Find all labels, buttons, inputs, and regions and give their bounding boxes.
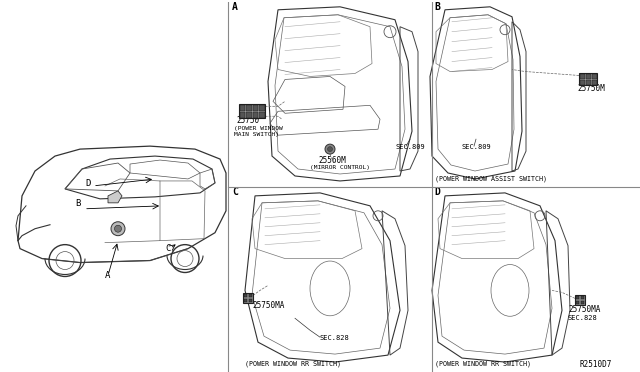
- Text: (POWER WINDOW RR SWITCH): (POWER WINDOW RR SWITCH): [245, 360, 341, 366]
- Bar: [579, 74, 597, 86]
- Circle shape: [325, 144, 335, 154]
- Bar: [239, 105, 245, 111]
- Circle shape: [328, 147, 333, 152]
- Polygon shape: [108, 191, 122, 203]
- Bar: [248, 294, 252, 297]
- Bar: [239, 112, 245, 118]
- Bar: [239, 104, 265, 118]
- Text: R2510D7: R2510D7: [580, 360, 612, 369]
- Bar: [580, 296, 584, 299]
- Text: SEC.809: SEC.809: [462, 144, 492, 150]
- Bar: [259, 112, 264, 118]
- Text: 25560M: 25560M: [318, 156, 346, 165]
- Bar: [580, 301, 584, 304]
- Text: MAIN SWITCH): MAIN SWITCH): [234, 132, 279, 137]
- Text: C: C: [232, 187, 238, 197]
- Text: A: A: [232, 2, 238, 12]
- Bar: [253, 112, 258, 118]
- Text: SEC.828: SEC.828: [320, 335, 349, 341]
- Bar: [243, 294, 253, 303]
- Bar: [575, 295, 585, 305]
- Bar: [586, 74, 591, 79]
- Text: C: C: [165, 244, 171, 253]
- Bar: [575, 296, 579, 299]
- Bar: [253, 105, 258, 111]
- Text: SEC.828: SEC.828: [568, 315, 598, 321]
- Text: 25750M: 25750M: [577, 84, 605, 93]
- Text: B: B: [76, 199, 81, 208]
- Text: A: A: [106, 272, 111, 280]
- Bar: [575, 301, 579, 304]
- Text: D: D: [434, 187, 440, 197]
- Bar: [246, 105, 252, 111]
- Bar: [586, 80, 591, 85]
- Text: (POWER WINDOW ASSIST SWITCH): (POWER WINDOW ASSIST SWITCH): [435, 176, 547, 182]
- Bar: [248, 299, 252, 302]
- Circle shape: [111, 222, 125, 236]
- Bar: [579, 80, 584, 85]
- Text: D: D: [85, 179, 91, 188]
- Bar: [579, 74, 584, 79]
- Bar: [591, 80, 596, 85]
- Text: (POWER WINDOW RR SWITCH): (POWER WINDOW RR SWITCH): [435, 360, 531, 366]
- Text: B: B: [434, 2, 440, 12]
- Text: (MIRROR CONTROL): (MIRROR CONTROL): [310, 165, 370, 170]
- Bar: [259, 105, 264, 111]
- Text: SEC.809: SEC.809: [395, 144, 425, 150]
- Text: (POWER WINDOW: (POWER WINDOW: [234, 126, 283, 131]
- Bar: [243, 299, 247, 302]
- Bar: [246, 112, 252, 118]
- Text: 25750MA: 25750MA: [568, 305, 600, 314]
- Bar: [591, 74, 596, 79]
- Circle shape: [115, 225, 122, 232]
- Text: 25750: 25750: [236, 116, 259, 125]
- Bar: [243, 294, 247, 297]
- Text: 25750MA: 25750MA: [252, 301, 284, 310]
